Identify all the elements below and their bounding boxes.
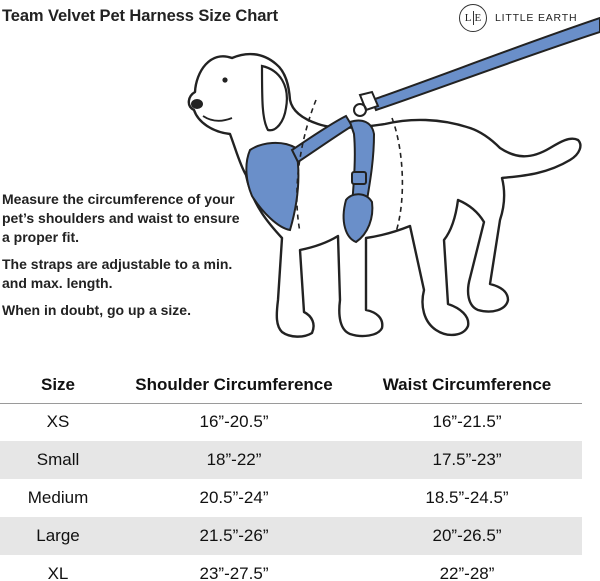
cell-waist: 17.5”-23”	[352, 441, 582, 479]
brand-logo-letter-l: L	[464, 12, 472, 24]
instructions: Measure the circumference of your pet’s …	[2, 190, 242, 328]
leash-icon	[370, 16, 600, 112]
cell-waist: 22”-28”	[439, 564, 495, 581]
cell-shoulder: 20.5”-24”	[199, 488, 269, 507]
cell-size: XS	[46, 412, 70, 432]
harness-chest-pad	[245, 142, 300, 232]
dog-ear-icon	[260, 64, 288, 132]
brand-name: LITTLE EARTH	[495, 12, 578, 24]
cell-size: Large	[0, 517, 116, 555]
cell-waist: 20”-26.5”	[352, 517, 582, 555]
table-row: XL 23”-27.5” 22”-28”	[0, 555, 582, 581]
page-title: Team Velvet Pet Harness Size Chart	[2, 7, 279, 25]
dog-body-outline	[187, 52, 582, 338]
brand-logo-divider	[472, 11, 474, 25]
shoulder-measure-line	[296, 99, 317, 233]
cell-size: Medium	[27, 488, 89, 507]
dog-mouth-icon	[202, 115, 233, 122]
leash-clip-icon	[358, 90, 380, 112]
cell-shoulder: 18”-22”	[116, 441, 352, 479]
brand-logo-letter-e: E	[474, 12, 482, 24]
cell-waist: 18.5”-24.5”	[425, 488, 509, 507]
table-header-row: Size Shoulder Circumference Waist Circum…	[0, 367, 582, 404]
cell-size: Small	[0, 441, 116, 479]
harness-buckle-icon	[351, 171, 367, 185]
instruction-measure: Measure the circumference of your pet’s …	[2, 191, 240, 245]
header-waist: Waist Circumference	[352, 367, 582, 404]
instruction-adjustable: The straps are adjustable to a min. and …	[2, 256, 233, 291]
harness-belly-pad	[342, 193, 374, 244]
dog-nose-icon	[191, 99, 203, 109]
header-shoulder: Shoulder Circumference	[116, 367, 352, 404]
table-row: Small 18”-22” 17.5”-23”	[0, 441, 582, 479]
cell-shoulder: 16”-20.5”	[199, 412, 269, 432]
table-row: Large 21.5”-26” 20”-26.5”	[0, 517, 582, 555]
brand-logo-group: L E LITTLE EARTH	[459, 3, 577, 33]
header-size: Size	[0, 367, 116, 404]
brand-logo-icon: L E	[459, 4, 487, 32]
cell-shoulder: 21.5”-26”	[116, 517, 352, 555]
instruction-size-up: When in doubt, go up a size.	[2, 302, 191, 318]
table-row: Medium 20.5”-24” 18.5”-24.5”	[0, 479, 582, 517]
size-chart-table: Size Shoulder Circumference Waist Circum…	[0, 367, 582, 581]
cell-waist: 16”-21.5”	[432, 412, 502, 432]
dog-eye-icon	[222, 77, 228, 83]
waist-measure-line	[391, 117, 404, 233]
harness-d-ring-icon	[353, 103, 367, 117]
table-row: XS 16”-20.5” 16”-21.5”	[0, 403, 582, 441]
dog-icon	[187, 16, 600, 338]
cell-shoulder: 23”-27.5”	[199, 564, 269, 581]
cell-size: XL	[47, 564, 69, 581]
